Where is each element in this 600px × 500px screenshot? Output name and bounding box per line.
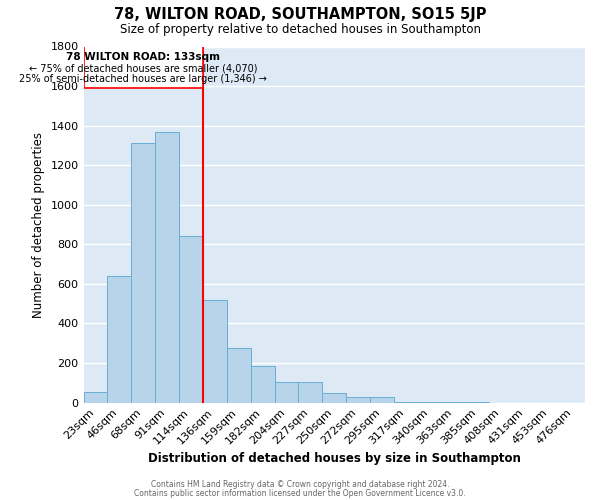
Text: 78 WILTON ROAD: 133sqm: 78 WILTON ROAD: 133sqm xyxy=(66,52,220,62)
Bar xyxy=(83,46,203,88)
Text: Contains HM Land Registry data © Crown copyright and database right 2024.: Contains HM Land Registry data © Crown c… xyxy=(151,480,449,489)
Bar xyxy=(298,382,322,402)
Bar xyxy=(227,348,251,403)
Text: 78, WILTON ROAD, SOUTHAMPTON, SO15 5JP: 78, WILTON ROAD, SOUTHAMPTON, SO15 5JP xyxy=(114,8,486,22)
Bar xyxy=(322,392,346,402)
Bar xyxy=(179,236,203,402)
Text: 25% of semi-detached houses are larger (1,346) →: 25% of semi-detached houses are larger (… xyxy=(19,74,267,84)
Bar xyxy=(346,396,370,402)
Bar xyxy=(251,366,275,403)
Bar xyxy=(275,382,298,402)
Text: ← 75% of detached houses are smaller (4,070): ← 75% of detached houses are smaller (4,… xyxy=(29,64,257,74)
Bar xyxy=(83,392,107,402)
Bar xyxy=(370,397,394,402)
Bar xyxy=(155,132,179,402)
Bar xyxy=(107,276,131,402)
Bar xyxy=(131,144,155,402)
Y-axis label: Number of detached properties: Number of detached properties xyxy=(32,132,45,318)
Text: Size of property relative to detached houses in Southampton: Size of property relative to detached ho… xyxy=(119,22,481,36)
Bar xyxy=(203,300,227,403)
X-axis label: Distribution of detached houses by size in Southampton: Distribution of detached houses by size … xyxy=(148,452,521,465)
Text: Contains public sector information licensed under the Open Government Licence v3: Contains public sector information licen… xyxy=(134,488,466,498)
